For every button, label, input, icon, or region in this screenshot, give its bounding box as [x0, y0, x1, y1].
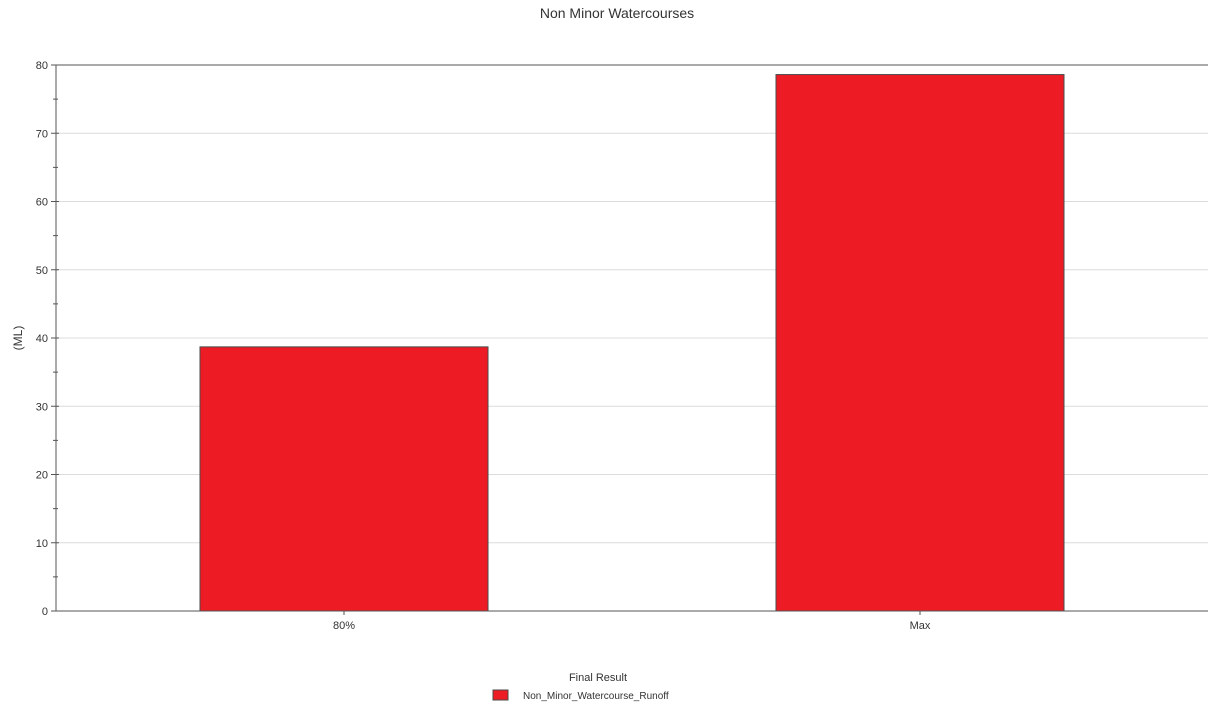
y-tick-label: 60: [36, 197, 48, 209]
y-tick-label: 10: [36, 538, 48, 550]
chart-title: Non Minor Watercourses: [540, 5, 694, 21]
y-tick-label: 0: [42, 606, 48, 618]
legend: Final Result Non_Minor_Watercourse_Runof…: [492, 672, 669, 702]
legend-swatch: [492, 689, 509, 701]
bar-80-: [199, 346, 489, 612]
y-tick-label: 70: [36, 128, 48, 140]
legend-title: Final Result: [569, 672, 627, 684]
y-tick-label: 40: [36, 333, 48, 345]
y-tick-label: 50: [36, 265, 48, 277]
legend-label: Non_Minor_Watercourse_Runoff: [523, 691, 669, 702]
axes: 0 10 20 30 40 50 60 70 80 80% Max: [36, 60, 1208, 632]
y-tick-label: 30: [36, 401, 48, 413]
y-tick-label: 80: [36, 60, 48, 72]
bar-max: [775, 74, 1065, 612]
bars: [199, 74, 1065, 612]
x-tick-label: 80%: [333, 620, 355, 632]
y-tick-label: 20: [36, 470, 48, 482]
y-axis-label: (ML): [11, 326, 25, 351]
x-tick-label: Max: [910, 620, 931, 632]
